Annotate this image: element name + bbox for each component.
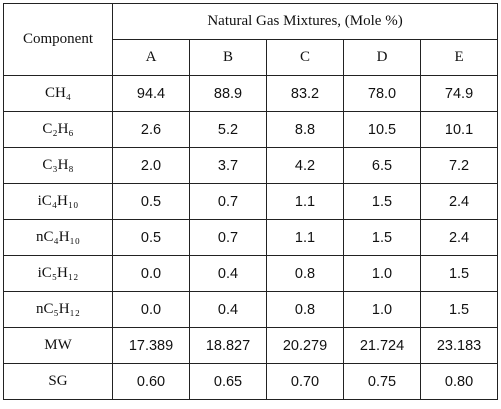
- row-label: MW: [3, 327, 113, 364]
- cell-value: 4.2: [266, 147, 344, 184]
- table-row: nC₄H₁₀ 0.5 0.7 1.1 1.5 2.4: [3, 219, 499, 256]
- cell-value: 5.2: [189, 111, 267, 148]
- cell-value: 0.5: [112, 219, 190, 256]
- cell-value: 78.0: [343, 75, 421, 112]
- row-label: iC₄H₁₀: [3, 183, 113, 220]
- cell-value: 0.60: [112, 363, 190, 400]
- cell-value: 21.724: [343, 327, 421, 364]
- column-header-e: E: [419, 39, 499, 76]
- cell-value: 0.75: [343, 363, 421, 400]
- cell-value: 74.9: [419, 75, 499, 112]
- cell-value: 1.5: [343, 183, 421, 220]
- table-row: C₂H₆ 2.6 5.2 8.8 10.5 10.1: [3, 111, 499, 148]
- cell-value: 2.4: [419, 183, 499, 220]
- cell-value: 0.80: [419, 363, 499, 400]
- cell-value: 0.5: [112, 183, 190, 220]
- cell-value: 0.7: [189, 183, 267, 220]
- cell-value: 0.4: [189, 291, 267, 328]
- cell-value: 0.0: [112, 255, 190, 292]
- row-label: C₃H₈: [3, 147, 113, 184]
- cell-value: 2.0: [112, 147, 190, 184]
- cell-value: 0.7: [189, 219, 267, 256]
- cell-value: 0.0: [112, 291, 190, 328]
- cell-value: 0.4: [189, 255, 267, 292]
- table-row: iC₅H₁₂ 0.0 0.4 0.8 1.0 1.5: [3, 255, 499, 292]
- cell-value: 0.8: [266, 255, 344, 292]
- cell-value: 1.5: [419, 255, 499, 292]
- cell-value: 1.5: [343, 219, 421, 256]
- cell-value: 0.8: [266, 291, 344, 328]
- cell-value: 23.183: [419, 327, 499, 364]
- header-row-columns: A B C D E: [4, 39, 499, 76]
- table-row: C₃H₈ 2.0 3.7 4.2 6.5 7.2: [3, 147, 499, 184]
- cell-value: 1.5: [419, 291, 499, 328]
- cell-value: 3.7: [189, 147, 267, 184]
- table-row: nC₅H₁₂ 0.0 0.4 0.8 1.0 1.5: [3, 291, 499, 328]
- cell-value: 17.389: [112, 327, 190, 364]
- cell-value: 1.0: [343, 255, 421, 292]
- row-label: CH₄: [3, 75, 113, 112]
- cell-value: 2.4: [419, 219, 499, 256]
- table-row: iC₄H₁₀ 0.5 0.7 1.1 1.5 2.4: [3, 183, 499, 220]
- table-container: Component Natural Gas Mixtures, (Mole %)…: [3, 3, 499, 400]
- cell-value: 10.5: [343, 111, 421, 148]
- cell-value: 18.827: [189, 327, 267, 364]
- group-header: Natural Gas Mixtures, (Mole %): [111, 3, 499, 40]
- cell-value: 8.8: [266, 111, 344, 148]
- cell-value: 0.65: [189, 363, 267, 400]
- table-row: MW 17.389 18.827 20.279 21.724 23.183: [3, 327, 499, 364]
- column-header-c: C: [266, 39, 344, 76]
- cell-value: 0.70: [266, 363, 344, 400]
- row-label: C₂H₆: [3, 111, 113, 148]
- cell-value: 94.4: [112, 75, 190, 112]
- component-header: Component: [3, 3, 113, 76]
- cell-value: 1.1: [266, 183, 344, 220]
- cell-value: 2.6: [112, 111, 190, 148]
- gas-mixtures-table: Component Natural Gas Mixtures, (Mole %)…: [3, 3, 499, 400]
- cell-value: 88.9: [189, 75, 267, 112]
- column-header-d: D: [343, 39, 421, 76]
- column-header-a: A: [112, 39, 190, 76]
- cell-value: 20.279: [266, 327, 344, 364]
- row-label: iC₅H₁₂: [3, 255, 113, 292]
- cell-value: 7.2: [419, 147, 499, 184]
- cell-value: 83.2: [266, 75, 344, 112]
- cell-value: 6.5: [343, 147, 421, 184]
- row-label: SG: [3, 363, 113, 400]
- table-row: CH₄ 94.4 88.9 83.2 78.0 74.9: [3, 75, 499, 112]
- column-header-b: B: [189, 39, 267, 76]
- table-row: SG 0.60 0.65 0.70 0.75 0.80: [3, 363, 499, 400]
- header-row-group: Component Natural Gas Mixtures, (Mole %): [3, 3, 499, 76]
- cell-value: 1.0: [343, 291, 421, 328]
- cell-value: 1.1: [266, 219, 344, 256]
- row-label: nC₅H₁₂: [3, 291, 113, 328]
- row-label: nC₄H₁₀: [3, 219, 113, 256]
- cell-value: 10.1: [419, 111, 499, 148]
